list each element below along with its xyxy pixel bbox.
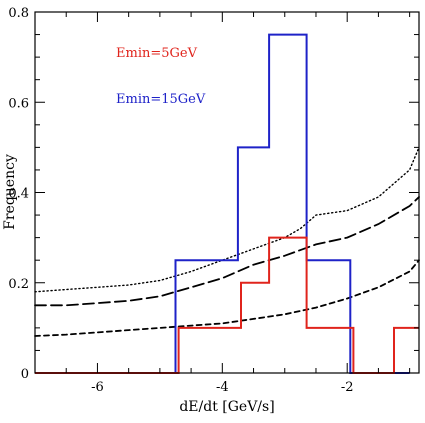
- plot-marks: [34, 33, 420, 374]
- y-tick-label: 0.6: [8, 96, 29, 111]
- series-long-dashed-line: [34, 196, 420, 307]
- y-tick-label: 0.8: [8, 6, 29, 21]
- y-tick-label: 0: [21, 367, 29, 382]
- y-tick-label: 0.2: [8, 277, 29, 292]
- x-axis-label: dE/dt [GeV/s]: [179, 399, 274, 415]
- legend-entry-1: Emin=5GeV: [116, 46, 198, 61]
- histogram-1-step-line: [35, 33, 410, 374]
- legend: Emin=5GeV Emin=15GeV: [116, 46, 206, 107]
- series-dotted-line: [34, 146, 420, 293]
- series-short-dashed-line: [34, 259, 420, 337]
- y-axis-label: Frequency: [2, 154, 18, 230]
- legend-entry-2: Emin=15GeV: [116, 92, 206, 107]
- x-tick-label: -6: [91, 380, 104, 395]
- x-tick-label: -2: [341, 380, 354, 395]
- axis-ticks: -6 -4 -2 0 0.2 0.4 0.6 0.8: [8, 6, 419, 395]
- plot-frame: [34, 11, 420, 374]
- y-tick-label: 0.4: [8, 187, 29, 202]
- x-tick-label: -4: [216, 380, 229, 395]
